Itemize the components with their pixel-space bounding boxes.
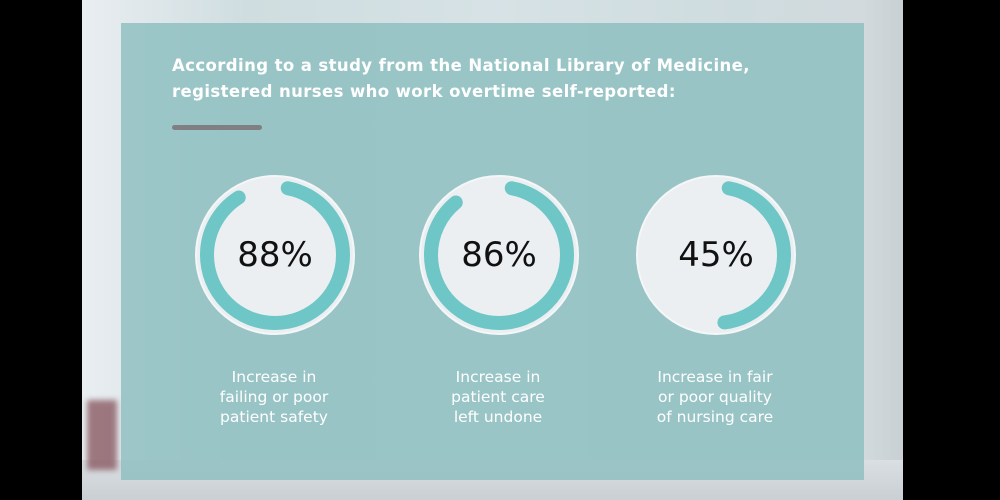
progress-ring	[418, 174, 580, 336]
stat-1: 88% Increase in failing or poor patient …	[184, 174, 364, 464]
heading: According to a study from the National L…	[172, 53, 792, 105]
stat-2: 86% Increase in patient care left undone	[408, 174, 588, 464]
stat-value: 45%	[678, 235, 754, 275]
progress-ring	[635, 174, 797, 336]
heading-line-1: According to a study from the National L…	[172, 56, 750, 75]
progress-ring	[194, 174, 356, 336]
stat-3: 45% Increase in fair or poor quality of …	[625, 174, 805, 464]
stat-value: 86%	[461, 235, 537, 275]
heading-line-2: registered nurses who work overtime self…	[172, 82, 676, 101]
stat-value: 88%	[237, 235, 313, 275]
divider	[172, 125, 262, 130]
stat-label: Increase in patient care left undone	[451, 368, 545, 426]
stat-label: Increase in failing or poor patient safe…	[219, 368, 329, 426]
stat-label: Increase in fair or poor quality of nurs…	[656, 368, 774, 426]
info-panel: According to a study from the National L…	[121, 23, 864, 480]
background-object	[87, 400, 117, 470]
